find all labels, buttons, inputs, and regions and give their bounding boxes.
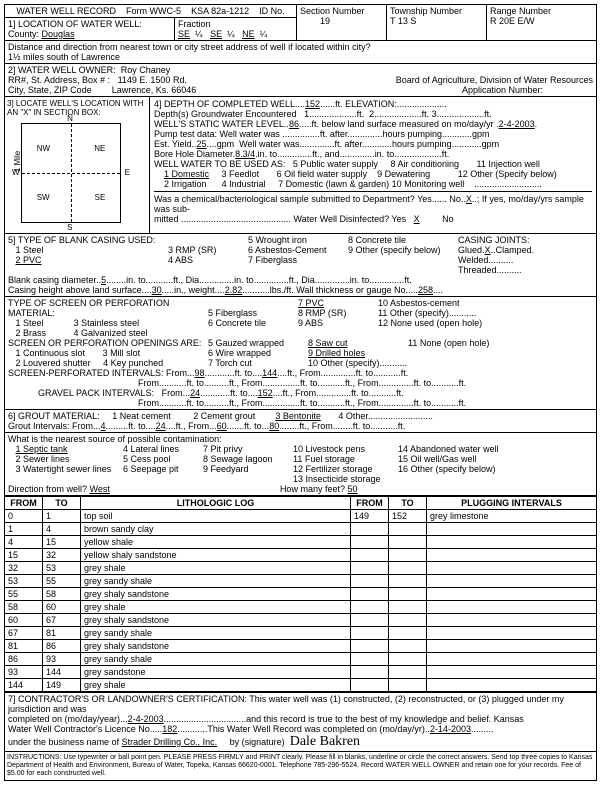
app-label: Application Number: (462, 85, 543, 95)
table-row: 5355grey sandy shale (5, 575, 597, 588)
section-label: Section Number (300, 6, 365, 16)
header-table: WATER WELL RECORD Form WWC-5 KSA 82a-121… (4, 4, 597, 496)
table-row: 5558grey shaly sandstone (5, 588, 597, 601)
sec5-screen: TYPE OF SCREEN OR PERFORATION MATERIAL: … (5, 297, 597, 410)
sec6-block: 6] GROUT MATERIAL: 1 Neat cement 2 Cemen… (5, 410, 597, 433)
fraction-label: Fraction (178, 19, 211, 29)
county: Douglas (42, 29, 75, 39)
board: Board of Agriculture, Division of Water … (396, 75, 593, 85)
table-row: 3253grey shale (5, 562, 597, 575)
sec2-label: 2] WATER WELL OWNER: (8, 65, 116, 75)
signature: Dale Bakren (290, 734, 360, 749)
form-title: WATER WELL RECORD (16, 6, 116, 16)
form-no: Form WWC-5 (126, 6, 181, 16)
sec4-block: 4] DEPTH OF COMPLETED WELL....152......f… (150, 97, 596, 233)
log-table: FROM TO LITHOLOGIC LOG FROM TO PLUGGING … (4, 496, 597, 692)
table-row: 1532yellow shaly sandstone (5, 549, 597, 562)
sec1-label: 1] LOCATION OF WATER WELL: (8, 19, 142, 29)
instructions: INSTRUCTIONS: Use typewriter or ball poi… (5, 752, 597, 781)
table-row: 93144grey sandstone (5, 666, 597, 679)
addr: 1149 E. 1500 Rd. (118, 75, 187, 85)
rng-label: Range Number (490, 6, 551, 16)
form-ksa: KSA 82a-1212 (191, 6, 249, 16)
table-row: 6067grey shaly sandstone (5, 614, 597, 627)
ne: NE (242, 29, 255, 39)
se1: SE (178, 29, 190, 39)
table-row: 8693grey sandy shale (5, 653, 597, 666)
sec3-label: 3] LOCATE WELL'S LOCATION WITH AN "X" IN… (7, 99, 147, 117)
table-row: 8186grey shaly sandstone (5, 640, 597, 653)
dist-label: Distance and direction from nearest town… (8, 42, 371, 52)
table-row: 14brown sandy clay (5, 523, 597, 536)
section-box: N NW NE W E SW SE S (21, 123, 121, 223)
sec5-block: 5] TYPE OF BLANK CASING USED: 1 Steel 2 … (5, 234, 597, 297)
twp: T 13 S (390, 16, 416, 26)
city: Lawrence, Ks. 66046 (112, 85, 197, 95)
table-row: 144149grey shale (5, 679, 597, 692)
sec6-contam: What is the nearest source of possible c… (5, 433, 597, 496)
section-num: 19 (320, 16, 330, 26)
county-label: County: (8, 29, 39, 39)
table-row: 6781grey sandy shale (5, 627, 597, 640)
addr-label: RR#, St. Address, Box # : (8, 75, 110, 85)
city-label: City, State, ZIP Code (8, 85, 92, 95)
rng: R 20E E/W (490, 16, 535, 26)
table-row: 01top soil149152grey limestone (5, 510, 597, 523)
dist: 1½ miles south of Lawrence (8, 52, 120, 62)
table-row: 5860grey shale (5, 601, 597, 614)
twp-label: Township Number (390, 6, 462, 16)
se2: SE (210, 29, 222, 39)
table-row: 415yellow shale (5, 536, 597, 549)
id-label: ID No. (259, 6, 285, 16)
owner-name: Roy Chaney (121, 65, 171, 75)
